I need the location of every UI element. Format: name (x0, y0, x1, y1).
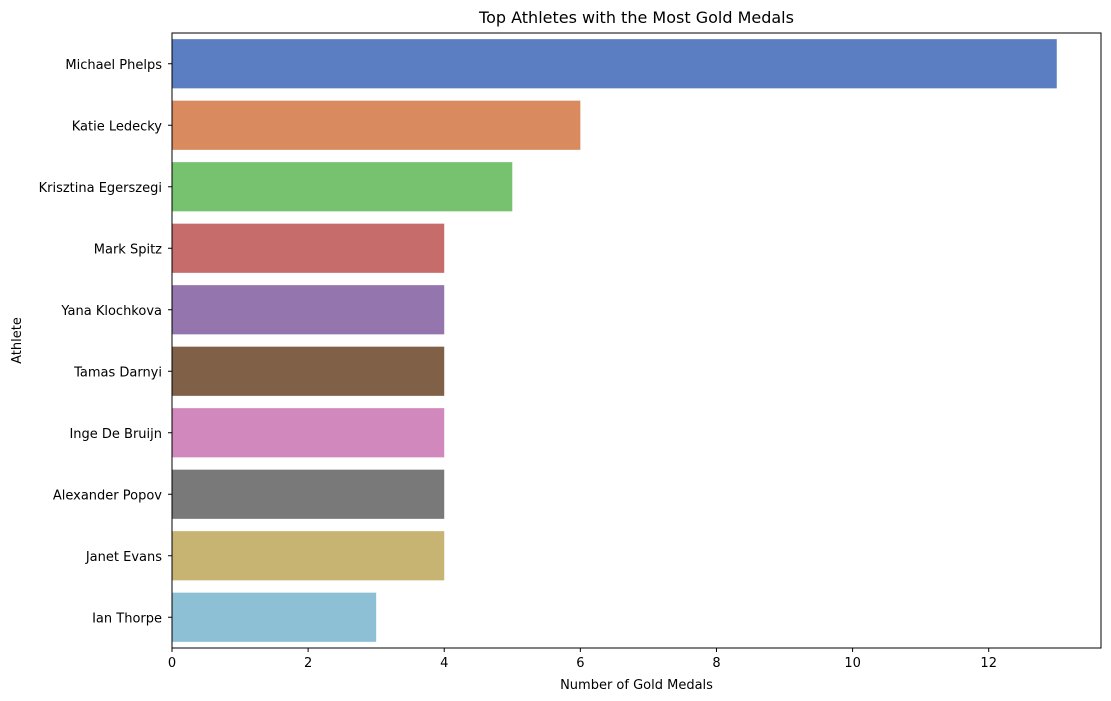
x-tick-label: 10 (844, 656, 861, 671)
bar-mark-spitz (172, 223, 445, 273)
y-tick-label: Inge De Bruijn (69, 427, 162, 442)
bar-inge-de-bruijn (172, 408, 445, 458)
y-tick-label: Michael Phelps (65, 58, 162, 73)
x-tick-label: 8 (712, 656, 720, 671)
x-tick-label: 0 (168, 656, 176, 671)
y-tick-label: Mark Spitz (94, 242, 162, 257)
x-tick-label: 12 (980, 656, 997, 671)
y-tick-label: Alexander Popov (53, 488, 162, 503)
bar-ian-thorpe (172, 592, 377, 642)
x-axis-ticks: 0 2 4 6 8 10 12 (168, 648, 997, 671)
chart-title: Top Athletes with the Most Gold Medals (478, 8, 794, 27)
plot-frame (171, 32, 1102, 649)
y-tick-label: Katie Ledecky (72, 119, 163, 134)
bar-tamas-darnyi (172, 346, 445, 396)
x-tick-label: 2 (304, 656, 312, 671)
x-axis-label: Number of Gold Medals (560, 678, 713, 693)
x-tick-label: 4 (440, 656, 448, 671)
bar-alexander-popov (172, 469, 445, 519)
y-tick-label: Krisztina Egerszegi (39, 181, 162, 196)
bar-michael-phelps (172, 39, 1057, 89)
y-tick-label: Ian Thorpe (92, 611, 162, 626)
bars-group (172, 39, 1057, 642)
bar-katie-ledecky (172, 100, 581, 150)
y-tick-label: Janet Evans (85, 550, 162, 565)
y-tick-label: Yana Klochkova (60, 304, 162, 319)
y-axis-ticks: Michael Phelps Katie Ledecky Krisztina Ege… (39, 58, 172, 626)
y-axis-label: Athlete (10, 317, 25, 364)
bar-janet-evans (172, 531, 445, 581)
bar-yana-klochkova (172, 285, 445, 335)
y-tick-label: Tamas Darnyi (73, 365, 162, 380)
x-tick-label: 6 (576, 656, 584, 671)
bar-krisztina-egerszegi (172, 162, 513, 212)
